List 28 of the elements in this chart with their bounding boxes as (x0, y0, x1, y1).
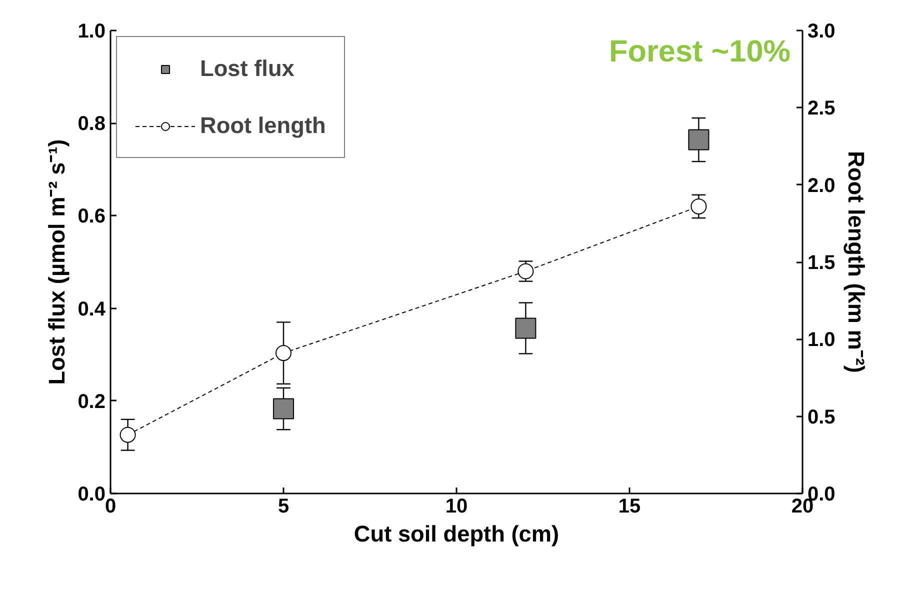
y2-tick-label: 2.0 (808, 174, 836, 197)
x-tick-label: 0 (104, 496, 116, 518)
point (276, 345, 292, 362)
y2-tick-label: 0.5 (808, 406, 836, 428)
y-tick-label: 0.0 (78, 484, 106, 506)
x-tick-label: 10 (445, 496, 468, 518)
y2-tick-label: 3.0 (808, 20, 836, 42)
point (688, 129, 710, 150)
y2-tick-label: 1.5 (808, 252, 836, 274)
x-tick-label: 15 (618, 496, 641, 518)
annotation: Forest ~10% (609, 34, 790, 68)
point (515, 318, 536, 339)
y-tick-label: 0.4 (78, 298, 106, 320)
y2-tick-label: 1.0 (808, 329, 836, 352)
y-tick-label: 0.8 (78, 113, 106, 136)
legend-label: Root length (200, 112, 326, 139)
legend-label: Lost flux (200, 55, 294, 82)
y2-tick-label: 2.5 (808, 98, 836, 120)
x-tick-label: 5 (278, 496, 290, 518)
point (273, 398, 294, 420)
point (690, 198, 707, 214)
y2-axis-title: Root length (km m⁻²) (843, 151, 870, 373)
y-tick-label: 0.2 (78, 390, 106, 413)
y-axis-title: Lost flux (µmol m⁻² s⁻¹) (44, 139, 70, 385)
point (120, 426, 136, 443)
y-tick-label: 1.0 (78, 20, 106, 42)
y-tick-label: 0.6 (78, 206, 106, 228)
x-axis-title: Cut soil depth (cm) (354, 520, 560, 546)
